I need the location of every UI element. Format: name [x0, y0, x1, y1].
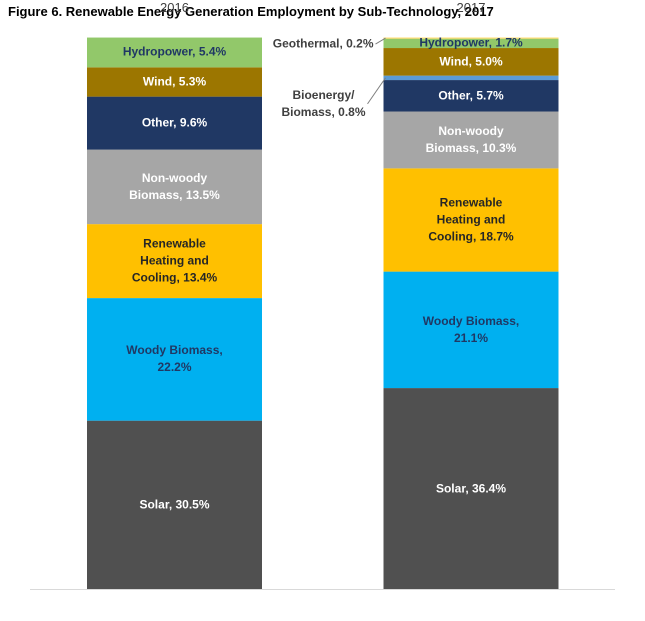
bar-segment	[87, 224, 262, 299]
bar-segment	[87, 37, 262, 68]
data-label: Solar, 36.4%	[435, 481, 507, 496]
data-label: Hydropower, 5.4%	[122, 44, 227, 59]
leader-line	[375, 37, 386, 45]
bar-segment	[87, 420, 262, 589]
bar-segment	[383, 80, 559, 112]
bar-segment	[87, 67, 262, 97]
x-tick-label: 2016	[160, 0, 189, 15]
data-label: Woody Biomass, 21.1%	[422, 313, 520, 345]
bar-segment	[383, 111, 559, 169]
bar-segment	[383, 37, 559, 39]
data-label: Non-woody Biomass, 13.5%	[129, 170, 220, 202]
data-label: Wind, 5.0%	[439, 54, 503, 69]
data-label: Bioenergy/ Biomass, 0.8%	[281, 87, 366, 119]
data-label: Wind, 5.3%	[142, 74, 207, 89]
x-tick-label: 2017	[456, 0, 486, 15]
bar-segment	[87, 149, 262, 225]
bar-segment	[383, 38, 559, 49]
bar-segment	[383, 388, 559, 589]
data-label: Woody Biomass, 22.2%	[126, 343, 223, 375]
data-label: Other, 9.6%	[141, 115, 208, 130]
bar-segment	[383, 271, 559, 389]
chart-title: Figure 6. Renewable Energy Generation Em…	[8, 4, 494, 19]
data-label: Hydropower, 1.7%	[419, 35, 523, 50]
bar-segment	[383, 168, 559, 272]
data-label: Renewable Heating and Cooling, 13.4%	[131, 236, 218, 285]
data-label: Other, 5.7%	[438, 88, 504, 103]
bar-segment	[383, 75, 559, 81]
bar-segment	[87, 298, 262, 421]
data-label: Renewable Heating and Cooling, 18.7%	[428, 195, 514, 244]
data-label: Solar, 30.5%	[139, 497, 210, 512]
leader-line	[367, 77, 386, 105]
bar-segment	[87, 96, 262, 150]
data-label: Non-woody Biomass, 10.3%	[425, 123, 517, 155]
data-label: Geothermal, 0.2%	[272, 36, 374, 51]
bar-segment	[383, 48, 559, 76]
